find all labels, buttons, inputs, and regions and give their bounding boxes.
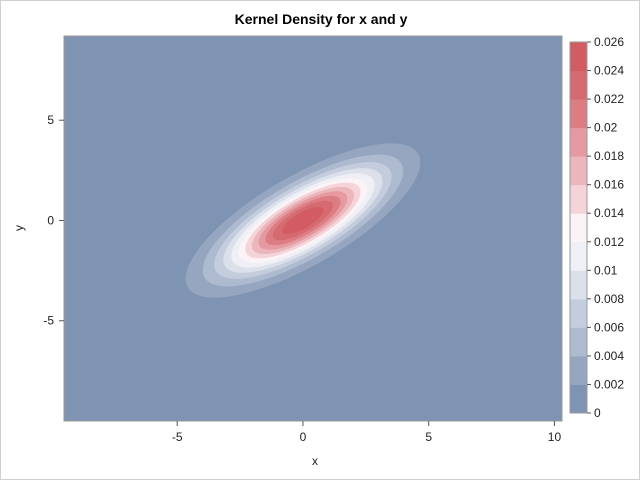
colorbar-tick-label: 0.014 [594,206,624,220]
colorbar-tick-label: 0.006 [594,320,624,334]
colorbar-segment [570,184,587,214]
y-axis-label: y [12,225,26,231]
colorbar-tick-label: 0.008 [594,292,624,306]
plot-frame [63,35,563,422]
y-tick-label: -5 [43,314,54,328]
colorbar-tick-label: 0.018 [594,149,624,163]
colorbar-segment [570,241,587,271]
colorbar-segment [570,156,587,186]
colorbar-tick-label: 0.026 [594,35,624,49]
colorbar-tick-label: 0.016 [594,178,624,192]
colorbar-tick-label: 0.02 [594,121,618,135]
colorbar-frame [569,41,588,414]
color-legend: 0 0.002 0.004 0.006 0.008 0.01 0.012 0.014 0.016… [569,35,624,420]
x-axis: -5 0 5 10 [172,421,562,444]
y-tick-label: 0 [47,213,54,227]
colorbar-segment [570,270,587,300]
colorbar-segment [570,127,587,157]
colorbar-tick-label: 0.004 [594,349,624,363]
y-tick-label: 5 [47,113,54,127]
colorbar-segment [570,42,587,72]
density-band-12 [282,206,324,235]
colorbar-segment [570,213,587,243]
chart-title: Kernel Density for x and y [234,11,408,27]
colorbar-tick-label: 0 [594,406,601,420]
colorbar-segment [570,327,587,357]
colorbar-tick-label: 0.024 [594,64,624,78]
x-tick-label: 10 [548,430,562,444]
density-contours [185,143,421,298]
x-tick-label: 0 [300,430,307,444]
colorbar-tick-label: 0.002 [594,377,624,391]
colorbar-tick-label: 0.01 [594,263,618,277]
colorbar-segment [570,355,587,385]
x-tick-label: 5 [425,430,432,444]
colorbar-segment [570,298,587,328]
colorbar-tick-label: 0.022 [594,92,624,106]
x-axis-label: x [312,454,318,468]
y-axis: -5 0 5 [43,113,64,328]
colorbar-tick-label: 0.012 [594,235,624,249]
colorbar-segment [570,384,587,414]
colorbar-segment [570,70,587,100]
x-tick-label: -5 [172,430,183,444]
colorbar-segment [570,99,587,129]
